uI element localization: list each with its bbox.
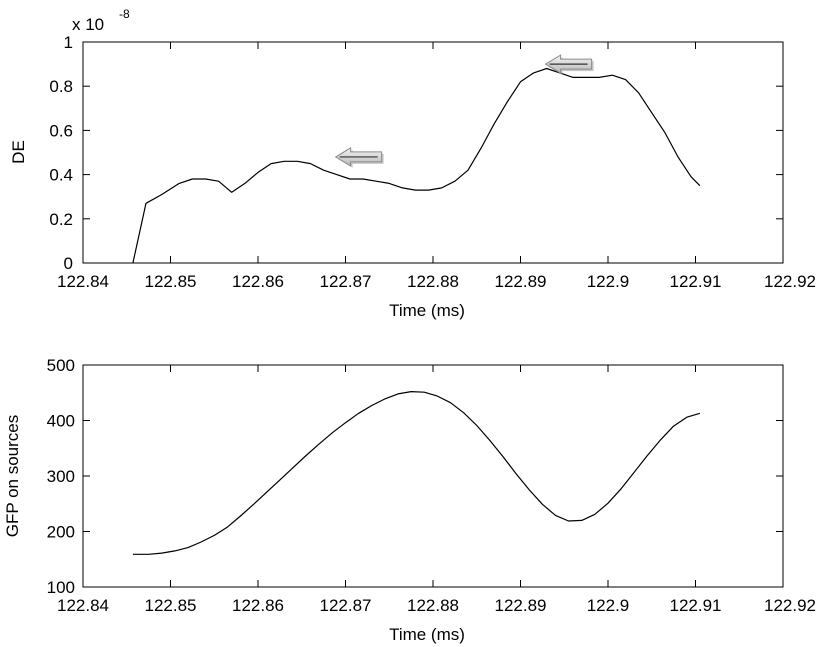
gfp-xtick-label: 122.86 — [232, 596, 284, 615]
gfp-plot-frame — [82, 364, 784, 588]
gfp-line-layer — [132, 391, 701, 555]
de-xtick-label: 122.89 — [495, 272, 547, 291]
de-ytick-label: 0.8 — [49, 77, 73, 96]
gfp-ytick-label: 500 — [47, 356, 75, 375]
gfp-y-axis-label: GFP on sources — [3, 415, 22, 538]
de-ytick-label: 1 — [64, 33, 73, 52]
gfp-xtick-label: 122.92 — [764, 596, 816, 615]
gfp-x-axis-label: Time (ms) — [389, 625, 465, 644]
gfp-xtick-layer: 122.84 122.85 122.86 122.87 122.88 122.89 122.… — [57, 365, 816, 615]
arrow-icon — [334, 147, 384, 168]
gfp-ytick-label: 200 — [47, 523, 75, 542]
de-annotation-layer — [334, 54, 594, 168]
de-xtick-label: 122.9 — [587, 272, 630, 291]
de-line-layer — [132, 67, 701, 264]
de-ytick-label: 0.4 — [49, 166, 73, 185]
de-xtick-label: 122.85 — [145, 272, 197, 291]
de-xtick-layer: 122.84 122.85 122.86 122.87 122.88 122.89 122.… — [57, 42, 816, 291]
gfp-xtick-label: 122.85 — [145, 596, 197, 615]
gfp-xtick-label: 122.84 — [57, 596, 109, 615]
de-ytick-label: 0.2 — [49, 210, 73, 229]
gfp-ytick-label: 400 — [47, 412, 75, 431]
de-xtick-label: 122.84 — [57, 272, 109, 291]
de-xtick-label: 122.88 — [407, 272, 459, 291]
de-xtick-label: 122.91 — [670, 272, 722, 291]
gfp-ytick-label: 300 — [47, 467, 75, 486]
arrow-icon — [544, 54, 594, 76]
de-y-axis-label: DE — [9, 140, 28, 164]
de-series-line — [132, 67, 701, 264]
gfp-xtick-label: 122.89 — [495, 596, 547, 615]
de-xtick-label: 122.87 — [320, 272, 372, 291]
de-ytick-label: 0 — [64, 254, 73, 273]
gfp-xtick-label: 122.87 — [320, 596, 372, 615]
gfp-ytick-layer: 100 200 300 400 500 — [47, 356, 783, 597]
de-ytick-label: 0.6 — [49, 121, 73, 140]
gfp-xtick-label: 122.88 — [407, 596, 459, 615]
de-ytick-layer: 0 0.2 0.4 0.6 0.8 1 — [49, 33, 783, 273]
gfp-chart: 100 200 300 400 500 122.84 122.85 122.86 122.87… — [3, 356, 816, 644]
de-x-axis-label: Time (ms) — [389, 301, 465, 320]
gfp-xtick-label: 122.9 — [587, 596, 630, 615]
gfp-xtick-label: 122.91 — [670, 596, 722, 615]
de-exponent-power: -8 — [119, 7, 130, 21]
gfp-ytick-label: 100 — [47, 578, 75, 597]
de-xtick-label: 122.92 — [764, 272, 816, 291]
de-exponent-base: x 10 — [72, 15, 104, 34]
de-xtick-label: 122.86 — [232, 272, 284, 291]
de-plot-frame — [82, 41, 784, 264]
de-chart: 00.20.40.60.81 122.84 122.85 122.86 122.87 1… — [9, 7, 816, 320]
gfp-series-line — [132, 391, 701, 555]
